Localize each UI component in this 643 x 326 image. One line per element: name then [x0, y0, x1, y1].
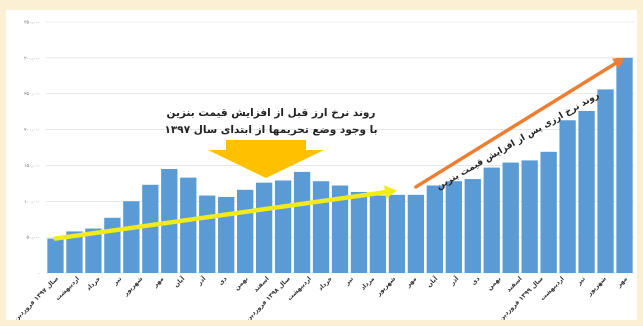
y-tick-label: ۰	[38, 272, 40, 277]
bar	[142, 184, 159, 273]
x-tick-label: دی	[217, 275, 228, 286]
bar	[199, 195, 216, 273]
y-axis-ticks: ۰ ۵۰,۰۰۰ ۱۰۰,۰۰۰ ۱۵۰,۰۰۰ ۲۰۰,۰۰۰ ۲۵۰,۰۰۰ ۳۰۰,۰…	[24, 20, 40, 277]
bar	[123, 201, 140, 273]
bar	[255, 182, 273, 273]
bar	[597, 89, 614, 273]
bar	[521, 160, 538, 273]
x-tick-label: خرداد	[85, 275, 102, 292]
annotation-before-line-2: با وجود وضع تحریمها از ابتدای سال ۱۳۹۷	[164, 124, 377, 136]
x-tick-label: دی	[470, 275, 481, 286]
bar	[502, 162, 519, 273]
bar-chart: ۰ ۵۰,۰۰۰ ۱۰۰,۰۰۰ ۱۵۰,۰۰۰ ۲۰۰,۰۰۰ ۲۵۰,۰۰۰ ۳۰۰,۰…	[13, 20, 634, 320]
bar	[66, 231, 83, 273]
y-tick-label: ۳۵۰,۰۰۰	[24, 20, 40, 26]
x-tick-label: آذر	[447, 273, 461, 287]
trend-arrow-after	[414, 61, 617, 189]
x-tick-label: تیر	[343, 275, 355, 287]
x-tick-label: مهر	[151, 275, 165, 289]
trend-arrowhead-after	[612, 57, 625, 69]
y-tick-label: ۱۵۰,۰۰۰	[24, 164, 40, 169]
bar	[47, 238, 64, 273]
bar	[578, 110, 595, 273]
bar	[237, 189, 254, 273]
x-tick-label: اسفند	[505, 275, 523, 293]
bar	[369, 195, 387, 273]
bar	[407, 194, 425, 273]
x-tick-label: شهریور	[585, 275, 607, 297]
x-tick-label: تیر	[111, 275, 123, 287]
x-tick-label: شهریور	[122, 275, 144, 297]
x-tick-label: اسفند	[252, 275, 270, 293]
y-tick-label: ۳۰۰,۰۰۰	[24, 55, 40, 61]
bar	[104, 217, 121, 273]
bar	[426, 185, 443, 273]
x-tick-label: شهریور	[375, 275, 397, 297]
x-tick-label: مهر	[404, 275, 418, 289]
y-tick-label: ۱۰۰,۰۰۰	[24, 200, 40, 205]
trend-arrowhead-before	[384, 185, 397, 200]
bar	[616, 57, 633, 273]
x-tick-label: تیر	[575, 275, 587, 287]
bar	[180, 177, 197, 273]
x-tick-label: خرداد	[317, 275, 334, 292]
x-tick-label: سال ۱۳۹۷ فروردین	[13, 275, 60, 320]
bar	[445, 181, 462, 273]
bar	[388, 194, 406, 273]
bar	[274, 180, 292, 273]
trend-arrow-before	[53, 189, 388, 241]
x-tick-label: مهر	[615, 275, 629, 289]
x-tick-label: آبان	[171, 273, 187, 289]
bar	[312, 181, 330, 273]
bar	[331, 185, 349, 273]
chart-frame: ۰ ۵۰,۰۰۰ ۱۰۰,۰۰۰ ۱۵۰,۰۰۰ ۲۰۰,۰۰۰ ۲۵۰,۰۰۰ ۳۰۰,۰…	[6, 10, 637, 320]
x-tick-label: بهمن	[486, 275, 502, 291]
bar	[540, 151, 557, 273]
bar	[483, 167, 500, 273]
bar	[85, 228, 102, 273]
y-tick-label: ۲۰۰,۰۰۰	[24, 128, 40, 133]
y-tick-label: ۲۵۰,۰۰۰	[24, 92, 40, 97]
y-tick-label: ۵۰,۰۰۰	[26, 236, 40, 241]
down-arrow-icon	[208, 140, 324, 178]
annotation-before-line-1: روند نرخ ارز قبل از افزایش قیمت بنزین	[167, 107, 376, 119]
bar	[559, 120, 576, 274]
x-tick-label: بهمن	[233, 275, 249, 291]
x-tick-label: آذر	[194, 273, 208, 287]
bar	[464, 179, 481, 273]
bar	[350, 191, 368, 273]
x-tick-label: آبان	[424, 273, 440, 289]
bar	[293, 171, 311, 273]
bar	[218, 196, 235, 273]
x-tick-label: مرداد	[360, 275, 376, 291]
